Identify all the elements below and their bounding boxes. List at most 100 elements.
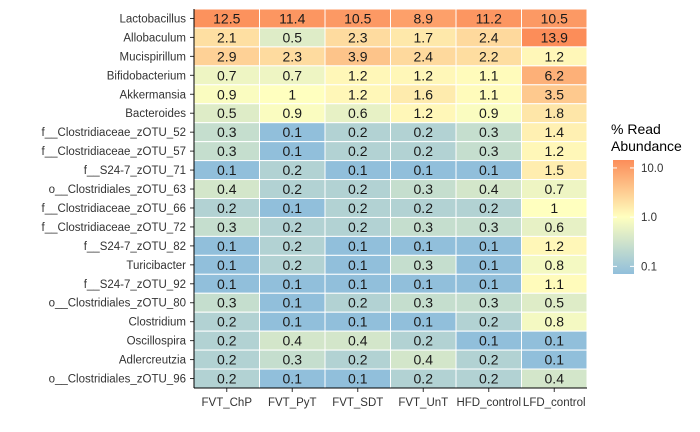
cell-value-label: 0.4 — [414, 352, 434, 368]
cell-value-label: 0.3 — [217, 219, 237, 235]
y-tick-label: f__S24-7_zOTU_71 — [84, 165, 186, 177]
cell-value-label: 11.4 — [279, 10, 305, 26]
x-axis-labels: FVT_ChP FVT_PyT FVT_SDT FVT_UnT HFD_control L… — [202, 388, 586, 409]
legend-title: % Read Abundance — [611, 121, 682, 155]
cell-value-label: 0.1 — [283, 295, 303, 311]
cell-value-label: 1.1 — [479, 86, 499, 102]
cell-value-label: 0.2 — [283, 238, 303, 254]
cell-value-label: 0.2 — [348, 124, 368, 140]
cell-value-label: 0.3 — [414, 181, 434, 197]
y-tick-label: Akkermansia — [120, 89, 187, 101]
cell-value-label: 0.2 — [283, 181, 303, 197]
cell-value-label: 0.3 — [217, 295, 237, 311]
cell-value-label: 0.1 — [348, 257, 368, 273]
cell-value-label: 0.1 — [217, 238, 237, 254]
y-tick-label: Allobaculum — [123, 32, 186, 44]
y-tick-label: f__S24-7_zOTU_92 — [84, 279, 186, 291]
y-tick-label: f__Clostridiaceae_zOTU_72 — [42, 222, 186, 234]
cell-value-label: 0.2 — [348, 295, 368, 311]
x-tick-label: FVT_PyT — [268, 397, 317, 409]
y-tick-label: f__Clostridiaceae_zOTU_52 — [42, 127, 186, 139]
cell-value-label: 0.1 — [414, 238, 434, 254]
cell-value-label: 1.5 — [545, 162, 565, 178]
cell-value-label: 0.1 — [283, 200, 303, 216]
cell-value-label: 1.1 — [479, 67, 499, 83]
x-tick-label: FVT_SDT — [332, 397, 383, 409]
y-tick-label: Adlercreutzia — [119, 355, 187, 367]
cell-value-label: 0.1 — [479, 238, 499, 254]
cell-value-label: 1.2 — [414, 67, 434, 83]
x-tick-label: FVT_ChP — [202, 397, 253, 409]
cell-value-label: 0.5 — [283, 29, 303, 45]
cell-value-label: 0.2 — [479, 352, 499, 368]
cell-value-label: 0.1 — [217, 257, 237, 273]
cell-value-label: 1.1 — [545, 276, 565, 292]
y-axis-labels: Lactobacillus Allobaculum Mucispirillum Bif… — [42, 13, 194, 386]
y-tick-label: Oscillospira — [127, 336, 187, 348]
y-tick-label: o__Clostridiales_zOTU_80 — [49, 298, 186, 310]
cell-value-label: 0.4 — [479, 181, 499, 197]
legend-break-label: 1.0 — [641, 212, 657, 224]
cell-value-label: 6.2 — [545, 67, 565, 83]
cell-value-label: 0.2 — [283, 162, 303, 178]
cell-value-label: 0.7 — [545, 181, 565, 197]
cell-value-label: 1.2 — [348, 86, 368, 102]
y-tick-label: f__S24-7_zOTU_82 — [84, 241, 186, 253]
cell-value-label: 0.1 — [545, 352, 565, 368]
cell-value-label: 10.5 — [541, 10, 568, 26]
y-tick-label: f__Clostridiaceae_zOTU_57 — [42, 146, 186, 158]
cell-value-label: 0.3 — [414, 257, 434, 273]
cell-value-label: 1.6 — [414, 86, 434, 102]
cell-value-label: 3.9 — [348, 48, 368, 64]
y-tick-label: Lactobacillus — [120, 13, 187, 25]
cell-value-label: 1.2 — [545, 143, 565, 159]
cell-value-label: 2.3 — [348, 29, 368, 45]
cell-value-label: 0.2 — [479, 314, 499, 330]
x-tick-label: HFD_control — [456, 397, 521, 409]
y-tick-label: f__Clostridiaceae_zOTU_66 — [42, 203, 186, 215]
legend-break-label: 0.1 — [641, 261, 657, 273]
cell-value-label: 0.2 — [479, 200, 499, 216]
cell-value-label: 1.2 — [545, 238, 565, 254]
cell-value-label: 0.2 — [348, 200, 368, 216]
cell-value-label: 0.6 — [348, 105, 368, 121]
cell-value-label: 0.2 — [414, 124, 434, 140]
cell-value-label: 0.1 — [283, 124, 303, 140]
cell-value-label: 1 — [288, 86, 296, 102]
cell-value-label: 0.2 — [217, 200, 237, 216]
cell-value-label: 0.1 — [414, 314, 434, 330]
y-tick-label: Mucispirillum — [120, 51, 186, 63]
cell-value-label: 0.2 — [479, 371, 499, 387]
cell-value-label: 0.3 — [414, 295, 434, 311]
cell-value-label: 0.1 — [414, 276, 434, 292]
cell-value-label: 0.3 — [217, 143, 237, 159]
cell-value-label: 13.9 — [541, 29, 568, 45]
cell-value-label: 0.2 — [283, 219, 303, 235]
cell-value-label: 0.7 — [283, 67, 303, 83]
legend: 10.0 1.0 0.1 — [613, 160, 663, 274]
cell-value-label: 0.3 — [283, 352, 303, 368]
cell-value-label: 1.2 — [414, 105, 434, 121]
y-tick-label: o__Clostridiales_zOTU_63 — [49, 184, 186, 196]
cell-value-label: 0.4 — [283, 333, 303, 349]
cell-value-label: 0.3 — [479, 143, 499, 159]
cell-value-label: 8.9 — [414, 10, 434, 26]
cell-value-label: 0.1 — [414, 162, 434, 178]
cell-value-label: 0.1 — [217, 276, 237, 292]
y-tick-label: Turicibacter — [126, 260, 186, 272]
cell-value-label: 0.8 — [545, 314, 565, 330]
cell-value-label: 0.1 — [479, 333, 499, 349]
cell-value-label: 0.2 — [348, 143, 368, 159]
cell-value-label: 0.9 — [283, 105, 303, 121]
cell-value-label: 0.1 — [348, 162, 368, 178]
cell-value-label: 2.4 — [479, 29, 499, 45]
cell-value-label: 12.5 — [213, 10, 240, 26]
legend-title-line-2: Abundance — [611, 138, 682, 154]
cell-value-label: 0.1 — [479, 276, 499, 292]
cell-value-label: 0.1 — [217, 162, 237, 178]
cell-value-label: 2.1 — [217, 29, 237, 45]
cell-value-label: 2.3 — [283, 48, 303, 64]
cell-value-label: 1.2 — [348, 67, 368, 83]
cell-value-label: 0.2 — [414, 200, 434, 216]
cell-value-label: 0.2 — [348, 219, 368, 235]
